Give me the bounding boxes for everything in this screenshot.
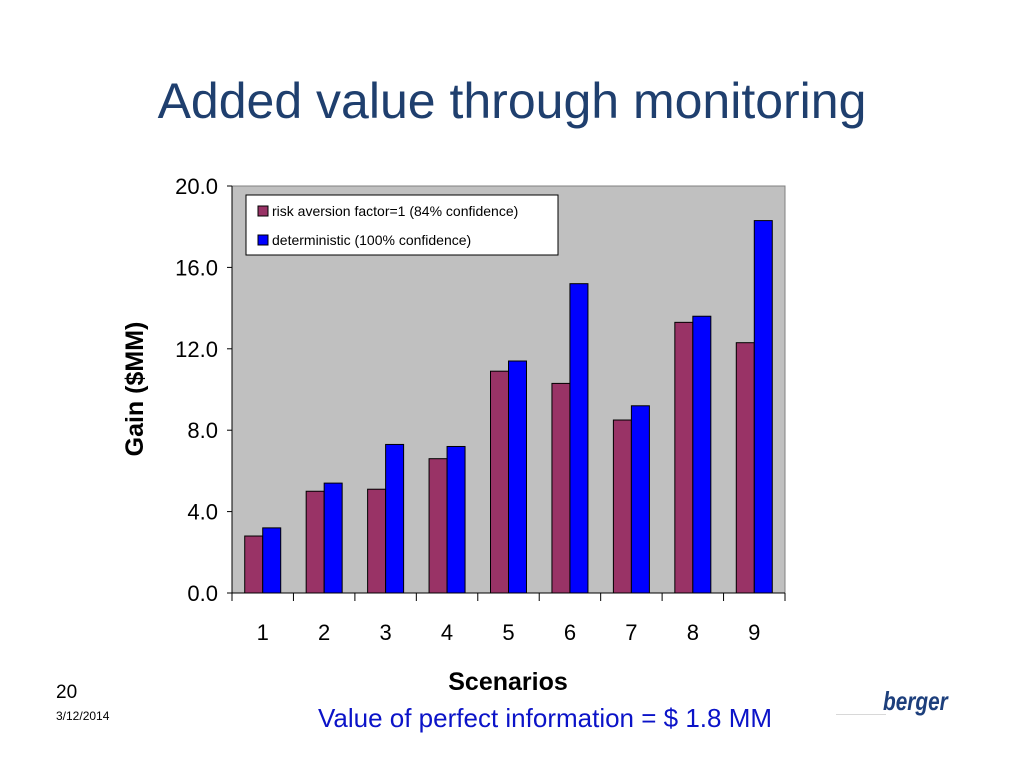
- bar-series2-scenario-8: [692, 315, 712, 594]
- bar-series2-scenario-2: [323, 482, 343, 594]
- x-tick-label: 1: [257, 620, 269, 645]
- bar-series1-scenario-2: [305, 490, 325, 594]
- slide-date: 3/12/2014: [56, 709, 110, 723]
- y-tick-label: 4.0: [187, 500, 218, 525]
- bar-series2-scenario-4: [446, 445, 466, 594]
- company-logo: berger: [883, 686, 948, 716]
- x-tick-label: 2: [318, 620, 330, 645]
- legend-label-series2: deterministic (100% confidence): [272, 232, 471, 248]
- bar-series1-scenario-5: [490, 370, 509, 594]
- x-tick-label: 9: [748, 620, 760, 645]
- bar-series1-scenario-1: [244, 535, 264, 594]
- legend: risk aversion factor=1 (84% confidence) d…: [245, 194, 559, 256]
- legend-box: [245, 194, 559, 256]
- bar-series1-scenario-8: [674, 321, 694, 594]
- bar-series2-scenario-1: [262, 527, 282, 594]
- x-tick-label: 7: [625, 620, 637, 645]
- y-tick-label: 8.0: [187, 418, 218, 443]
- legend-swatch-series1: [257, 205, 269, 217]
- value-of-information-note: Value of perfect information = $ 1.8 MM: [317, 703, 773, 733]
- y-tick-label: 16.0: [175, 255, 218, 280]
- bar-series1-scenario-7: [612, 419, 632, 594]
- bar-series2-scenario-7: [630, 405, 650, 594]
- x-tick-label: 8: [687, 620, 699, 645]
- x-tick-label: 4: [441, 620, 453, 645]
- bar-series2-scenario-5: [508, 360, 527, 594]
- bar-series1-scenario-6: [551, 382, 571, 594]
- y-tick-label: 0.0: [187, 581, 218, 606]
- x-tick-label: 6: [564, 620, 576, 645]
- bar-series1-scenario-4: [428, 458, 448, 594]
- bar-series2-scenario-3: [385, 443, 405, 594]
- bar-series1-scenario-3: [367, 488, 387, 594]
- bar-series1-scenario-9: [735, 342, 755, 594]
- logo-divider: [836, 714, 886, 715]
- bar-series2-scenario-6: [569, 283, 589, 594]
- bar-series2-scenario-9: [753, 220, 773, 594]
- y-axis-label: Gain ($MM): [121, 322, 149, 457]
- slide-number: 20: [56, 682, 78, 703]
- x-tick-label: 3: [379, 620, 391, 645]
- y-tick-label: 20.0: [175, 174, 218, 199]
- x-axis-label: Scenarios: [448, 668, 568, 696]
- x-tick-label: 5: [502, 620, 514, 645]
- y-tick-label: 12.0: [175, 337, 218, 362]
- legend-label-series1: risk aversion factor=1 (84% confidence): [272, 203, 518, 219]
- slide-title: Added value through monitoring: [157, 73, 867, 129]
- legend-swatch-series2: [257, 234, 269, 246]
